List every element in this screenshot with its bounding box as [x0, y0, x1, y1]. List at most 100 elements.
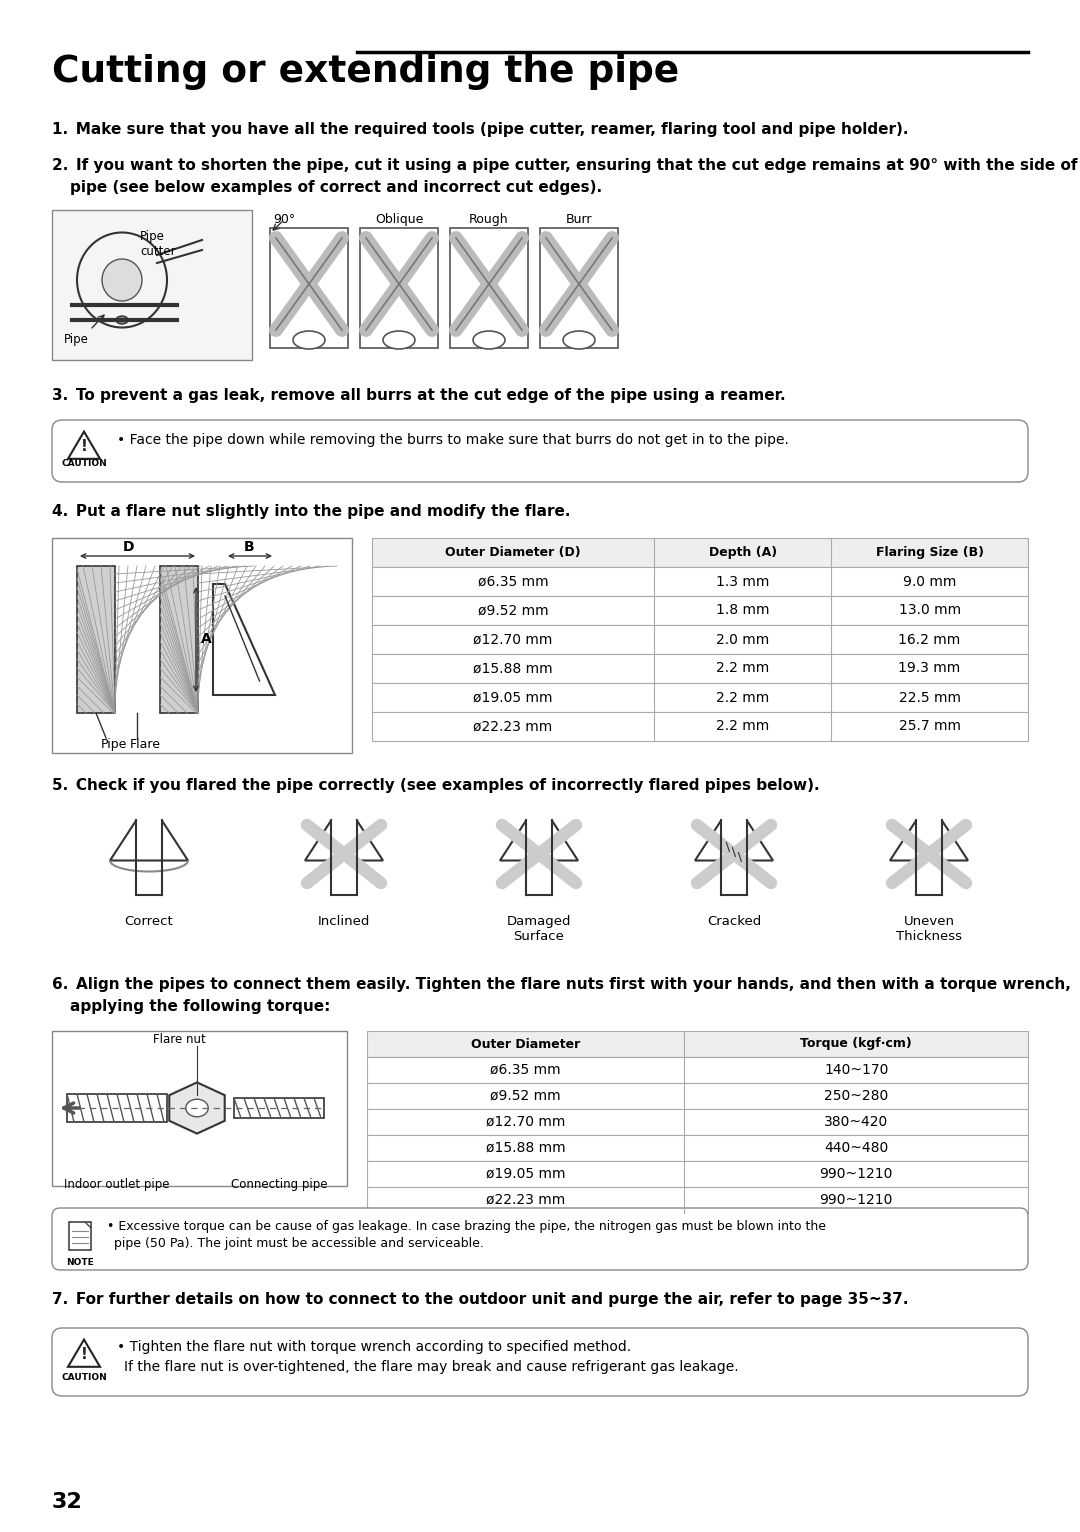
- Bar: [160, 565, 198, 712]
- Text: Depth (A): Depth (A): [708, 545, 777, 559]
- FancyBboxPatch shape: [52, 1328, 1028, 1396]
- Text: 13.0 mm: 13.0 mm: [899, 604, 961, 617]
- Bar: [360, 228, 438, 348]
- Ellipse shape: [473, 331, 505, 349]
- FancyBboxPatch shape: [52, 1209, 1028, 1270]
- Text: Connecting pipe: Connecting pipe: [231, 1178, 327, 1190]
- Text: A: A: [201, 633, 212, 647]
- Text: Damaged
Surface: Damaged Surface: [507, 915, 571, 944]
- Text: 4. Put a flare nut slightly into the pipe and modify the flare.: 4. Put a flare nut slightly into the pip…: [52, 504, 570, 519]
- Text: 1.8 mm: 1.8 mm: [716, 604, 769, 617]
- Text: Pipe: Pipe: [64, 332, 89, 346]
- Bar: [372, 625, 1028, 654]
- Bar: [52, 210, 252, 360]
- Bar: [367, 1057, 1028, 1083]
- Text: Pipe
cutter: Pipe cutter: [140, 230, 176, 257]
- Text: 32: 32: [52, 1492, 83, 1512]
- Bar: [372, 654, 1028, 683]
- Text: ø9.52 mm: ø9.52 mm: [477, 604, 549, 617]
- Text: 990~1210: 990~1210: [820, 1167, 893, 1181]
- Text: If the flare nut is over-tightened, the flare may break and cause refrigerant ga: If the flare nut is over-tightened, the …: [124, 1360, 739, 1374]
- Text: ø19.05 mm: ø19.05 mm: [473, 691, 553, 705]
- Bar: [540, 228, 618, 348]
- Text: 2.2 mm: 2.2 mm: [716, 720, 769, 734]
- Text: 2.2 mm: 2.2 mm: [716, 662, 769, 676]
- Text: Outer Diameter: Outer Diameter: [471, 1037, 580, 1051]
- Text: 7. For further details on how to connect to the outdoor unit and purge the air, : 7. For further details on how to connect…: [52, 1291, 908, 1307]
- Bar: [450, 228, 528, 348]
- Text: 6. Align the pipes to connect them easily. Tighten the flare nuts first with you: 6. Align the pipes to connect them easil…: [52, 977, 1071, 993]
- Text: 5. Check if you flared the pipe correctly (see examples of incorrectly flared pi: 5. Check if you flared the pipe correctl…: [52, 778, 820, 794]
- Polygon shape: [68, 432, 100, 458]
- Ellipse shape: [563, 331, 595, 349]
- Text: 22.5 mm: 22.5 mm: [899, 691, 960, 705]
- Text: ø15.88 mm: ø15.88 mm: [473, 662, 553, 676]
- Text: Pipe: Pipe: [102, 738, 127, 751]
- Text: 25.7 mm: 25.7 mm: [899, 720, 960, 734]
- Text: Flaring Size (B): Flaring Size (B): [876, 545, 984, 559]
- Text: 1. Make sure that you have all the required tools (pipe cutter, reamer, flaring : 1. Make sure that you have all the requi…: [52, 123, 908, 136]
- Text: Flare nut: Flare nut: [152, 1033, 205, 1046]
- Ellipse shape: [383, 331, 415, 349]
- Text: !: !: [81, 440, 87, 455]
- Text: 1.3 mm: 1.3 mm: [716, 574, 769, 588]
- FancyBboxPatch shape: [52, 420, 1028, 483]
- Text: 250~280: 250~280: [824, 1089, 888, 1103]
- Text: Outer Diameter (D): Outer Diameter (D): [445, 545, 581, 559]
- Bar: [367, 1161, 1028, 1187]
- Text: Torque (kgf·cm): Torque (kgf·cm): [800, 1037, 912, 1051]
- Text: 380~420: 380~420: [824, 1115, 888, 1129]
- Text: 19.3 mm: 19.3 mm: [899, 662, 961, 676]
- Text: Correct: Correct: [124, 915, 174, 928]
- Text: Inclined: Inclined: [318, 915, 370, 928]
- Bar: [270, 228, 348, 348]
- Text: Cracked: Cracked: [707, 915, 761, 928]
- Text: 90°: 90°: [273, 213, 295, 227]
- Bar: [372, 538, 1028, 567]
- Text: 140~170: 140~170: [824, 1063, 889, 1077]
- Bar: [372, 596, 1028, 625]
- Bar: [372, 683, 1028, 712]
- Bar: [367, 1109, 1028, 1135]
- Text: pipe (see below examples of correct and incorrect cut edges).: pipe (see below examples of correct and …: [70, 179, 603, 195]
- Text: ø15.88 mm: ø15.88 mm: [486, 1141, 566, 1155]
- Text: ø6.35 mm: ø6.35 mm: [477, 574, 549, 588]
- Ellipse shape: [116, 316, 129, 323]
- Text: D: D: [123, 539, 135, 555]
- Bar: [77, 565, 114, 712]
- Text: ø12.70 mm: ø12.70 mm: [473, 633, 553, 647]
- Bar: [367, 1187, 1028, 1213]
- Text: pipe (50 Pa). The joint must be accessible and serviceable.: pipe (50 Pa). The joint must be accessib…: [114, 1236, 484, 1250]
- Ellipse shape: [186, 1098, 208, 1117]
- Polygon shape: [170, 1083, 225, 1134]
- Text: ø9.52 mm: ø9.52 mm: [490, 1089, 561, 1103]
- Text: 440~480: 440~480: [824, 1141, 888, 1155]
- Text: !: !: [81, 1347, 87, 1362]
- Text: 2.2 mm: 2.2 mm: [716, 691, 769, 705]
- Text: Rough: Rough: [469, 213, 509, 227]
- Text: • Face the pipe down while removing the burrs to make sure that burrs do not get: • Face the pipe down while removing the …: [117, 434, 788, 447]
- Text: Uneven
Thickness: Uneven Thickness: [896, 915, 962, 944]
- Bar: [372, 712, 1028, 741]
- Text: Cutting or extending the pipe: Cutting or extending the pipe: [52, 54, 679, 90]
- Text: 16.2 mm: 16.2 mm: [899, 633, 961, 647]
- Bar: [52, 1031, 347, 1186]
- Bar: [160, 565, 198, 712]
- Bar: [67, 1094, 167, 1121]
- Text: Burr: Burr: [566, 213, 592, 227]
- Text: 2.0 mm: 2.0 mm: [716, 633, 769, 647]
- Polygon shape: [213, 584, 275, 696]
- Bar: [234, 1098, 324, 1118]
- Bar: [367, 1083, 1028, 1109]
- Text: NOTE: NOTE: [66, 1258, 94, 1267]
- Bar: [77, 565, 114, 712]
- Bar: [52, 538, 352, 754]
- Text: 3. To prevent a gas leak, remove all burrs at the cut edge of the pipe using a r: 3. To prevent a gas leak, remove all bur…: [52, 388, 785, 403]
- Polygon shape: [68, 1339, 100, 1367]
- Text: Indoor outlet pipe: Indoor outlet pipe: [64, 1178, 170, 1190]
- Text: • Excessive torque can be cause of gas leakage. In case brazing the pipe, the ni: • Excessive torque can be cause of gas l…: [107, 1219, 826, 1233]
- Bar: [69, 1223, 91, 1250]
- Text: Flare: Flare: [130, 738, 161, 751]
- Text: ø22.23 mm: ø22.23 mm: [486, 1193, 565, 1207]
- Text: ø22.23 mm: ø22.23 mm: [473, 720, 553, 734]
